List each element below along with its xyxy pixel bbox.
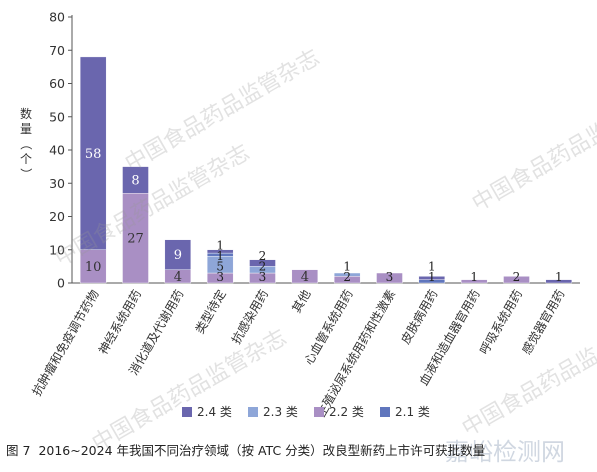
legend-label: 2.1 类	[395, 405, 430, 419]
bar-segment	[79, 249, 107, 284]
bar-segment	[122, 193, 149, 284]
y-axis-label-char: （	[19, 138, 33, 150]
bar-segment	[460, 279, 488, 284]
legend-swatch	[248, 407, 258, 417]
data-label: 10	[85, 260, 102, 275]
x-tick-label: 神经系统用药	[96, 288, 144, 357]
chart: 0 10 20 30 40 50 60 70 80 数量 （ 个 ） 10 58 抗肿瘤和免疫调节药物 27 8 神…	[19, 10, 580, 419]
data-label: 2	[513, 270, 521, 284]
data-label: 1	[428, 270, 436, 284]
legend-swatch	[380, 407, 390, 417]
y-tick-label: 50	[49, 109, 65, 124]
bar-segment	[503, 276, 530, 284]
y-tick-label: 10	[49, 242, 65, 257]
legend-label: 2.4 类	[197, 405, 232, 419]
x-tick-label: 类型待定	[192, 287, 229, 336]
y-axis-label-char: 量	[20, 122, 32, 136]
bar-segment	[79, 56, 107, 250]
bar-segment	[164, 239, 192, 270]
x-tick-label: 其他	[289, 288, 313, 316]
data-label: 3	[386, 270, 394, 284]
y-axis-label-char: 个	[20, 152, 32, 166]
data-label: 58	[85, 147, 102, 162]
caption-text: 2016~2024 年我国不同治疗领域（按 ATC 分类）改良型新药上市许可获批…	[38, 443, 486, 458]
bar-segment	[122, 166, 149, 194]
data-label: 1	[470, 270, 478, 284]
y-tick-label: 20	[49, 209, 65, 224]
y-tick-label: 60	[49, 76, 65, 91]
figure-caption: 图 7 2016~2024 年我国不同治疗领域（按 ATC 分类）改良型新药上市许…	[6, 440, 591, 459]
bar-segment	[418, 276, 446, 280]
legend-label: 2.2 类	[329, 405, 364, 419]
x-tick-label: 生殖泌尿系统用药和性激素	[313, 287, 398, 419]
data-label: 4	[174, 270, 182, 285]
data-label: 1	[343, 260, 351, 274]
legend-swatch	[182, 407, 192, 417]
data-label: 2	[343, 270, 351, 284]
data-label: 1	[216, 239, 224, 253]
caption-figure-number: 图 7	[6, 443, 31, 458]
data-label: 9	[174, 248, 182, 263]
y-axis-label-char: 数	[20, 106, 32, 121]
y-axis-label-char: ）	[19, 168, 33, 180]
data-label: 27	[127, 232, 144, 247]
y-tick-label: 40	[49, 143, 65, 158]
bar-segment	[291, 269, 319, 284]
data-label: 1	[428, 260, 436, 274]
x-tick-label: 呼吸系统用药	[477, 288, 525, 357]
data-label: 3	[259, 270, 267, 284]
y-tick-label: 0	[57, 276, 65, 291]
x-tick-label: 皮肤病用药	[397, 287, 440, 346]
data-label: 8	[131, 173, 139, 188]
x-tick-label: 抗感染用药	[228, 287, 271, 346]
legend-label: 2.3 类	[263, 405, 298, 419]
x-tick-label: 感觉器官用药	[518, 287, 567, 357]
data-label: 2	[259, 249, 267, 263]
data-label: 1	[555, 270, 563, 284]
data-label: 2	[259, 260, 267, 274]
y-tick-label: 30	[49, 176, 65, 191]
y-tick-label: 70	[49, 43, 65, 58]
data-label: 5	[216, 260, 224, 274]
bar-segment	[376, 272, 403, 284]
data-label: 1	[216, 249, 224, 263]
bar-segment	[333, 272, 361, 277]
y-tick-label: 80	[49, 10, 65, 25]
x-tick-label: 抗肿瘤和免疫调节药物	[29, 287, 102, 398]
bar-segment	[545, 279, 573, 284]
bar-segment	[249, 259, 276, 267]
bar-segment	[206, 249, 234, 254]
data-label: 3	[216, 270, 224, 284]
data-label: 4	[301, 270, 309, 285]
legend-swatch	[314, 407, 324, 417]
